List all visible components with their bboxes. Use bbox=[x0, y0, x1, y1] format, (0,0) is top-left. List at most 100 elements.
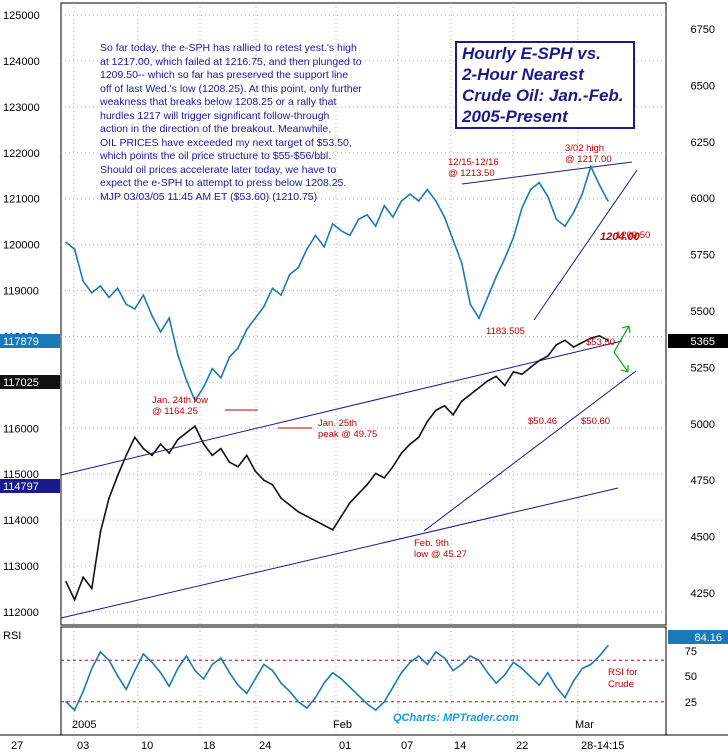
esph-series-line bbox=[65, 164, 609, 403]
commentary-line: action in the direction of the breakout.… bbox=[100, 123, 332, 135]
rsi-tick-label: 50 bbox=[685, 671, 697, 683]
feb9-annotation: low @ 45.27 bbox=[414, 549, 467, 560]
rsi-point bbox=[314, 696, 317, 699]
commentary-line: So far today, the e-SPH has rallied to r… bbox=[100, 42, 357, 54]
jan25-annotation: peak @ 49.75 bbox=[318, 429, 377, 440]
esph-point bbox=[598, 184, 601, 186]
rsi-point bbox=[177, 667, 179, 670]
oil-point bbox=[108, 497, 110, 500]
oil-point bbox=[607, 339, 609, 342]
esph-point bbox=[151, 314, 153, 317]
esph-point bbox=[142, 294, 145, 296]
esph-point bbox=[512, 236, 515, 239]
oil-point bbox=[374, 472, 377, 475]
esph-point bbox=[159, 331, 162, 333]
down-arrow-icon bbox=[613, 351, 629, 373]
rsi-point bbox=[426, 663, 429, 666]
esph-point bbox=[254, 317, 257, 319]
commentary-line: at 1217.00, which failed at 1216.75, and… bbox=[100, 55, 362, 68]
oil-point bbox=[134, 436, 136, 439]
oil-point bbox=[125, 454, 128, 457]
left-tick-label: 121000 bbox=[3, 194, 40, 206]
oil-point bbox=[581, 341, 583, 344]
esph-point bbox=[581, 193, 583, 195]
rsi-note: RSI for bbox=[608, 667, 638, 678]
esph-point bbox=[452, 239, 454, 241]
esph-point bbox=[65, 241, 67, 244]
oil-point bbox=[589, 337, 592, 339]
esph-point bbox=[349, 234, 351, 237]
oil-point bbox=[383, 477, 386, 479]
oil-point bbox=[357, 492, 360, 495]
oil-point bbox=[263, 479, 265, 482]
oil-point bbox=[426, 420, 429, 423]
rsi-point bbox=[529, 676, 532, 678]
oil-point bbox=[400, 452, 403, 454]
oil-point bbox=[392, 465, 394, 468]
esph-point bbox=[503, 257, 506, 260]
rsi-point bbox=[323, 682, 325, 684]
jan24-annotation: @ 1164.25 bbox=[152, 406, 198, 417]
rsi-point bbox=[495, 682, 497, 684]
right-tick-label: 5500 bbox=[691, 306, 715, 318]
rsi-point bbox=[280, 682, 282, 684]
oil-point bbox=[314, 520, 317, 522]
x-tick-label: 01 bbox=[339, 740, 351, 752]
esph-point bbox=[306, 248, 308, 251]
rsi-point bbox=[73, 709, 76, 711]
lower-channel-line bbox=[60, 487, 619, 619]
rsi-point bbox=[607, 644, 609, 647]
left-tick-label: 123000 bbox=[3, 102, 40, 114]
rsi-tick-label: 75 bbox=[685, 646, 697, 658]
commentary-text: So far today, the e-SPH has rallied to r… bbox=[100, 42, 430, 204]
rsi-point bbox=[297, 701, 300, 703]
x-tick-label: 24 bbox=[259, 740, 271, 752]
oil-point bbox=[598, 335, 601, 337]
oil-point bbox=[417, 436, 420, 439]
rsi-label: RSI bbox=[3, 630, 21, 642]
left-tick-label: 115000 bbox=[3, 469, 39, 481]
x-tick-label: 14 bbox=[454, 740, 466, 752]
level-1209-label: 1209.50 bbox=[616, 230, 650, 241]
left-tick-label: 124000 bbox=[3, 56, 40, 68]
rsi-point bbox=[555, 686, 558, 689]
chart-title-line: 2-Hour Nearest bbox=[462, 65, 584, 84]
rsi-point bbox=[116, 675, 119, 677]
rsi-series-line bbox=[65, 645, 609, 712]
axis-labels: 125000 124000 123000 122000 121000 120000 1190… bbox=[0, 10, 728, 752]
rsi-value-label: 84.16 bbox=[694, 632, 722, 644]
x-tick-label: 07 bbox=[401, 740, 413, 752]
rsi-point bbox=[546, 671, 549, 674]
esph-point bbox=[108, 296, 110, 299]
oil-point bbox=[495, 375, 497, 378]
esph-point bbox=[460, 262, 463, 264]
rsi-point bbox=[374, 709, 377, 711]
left-price-marker: 114797 bbox=[3, 481, 39, 493]
oil-point bbox=[211, 454, 214, 457]
right-tick-label: 6250 bbox=[691, 137, 715, 149]
left-tick-label: 119000 bbox=[3, 286, 39, 298]
esph-point bbox=[469, 303, 472, 306]
x-tick-label: 18 bbox=[203, 740, 215, 752]
rsi-point bbox=[400, 671, 403, 674]
commentary-line: OIL PRICES have exceeded my next target … bbox=[100, 136, 352, 149]
esph-point bbox=[116, 287, 119, 290]
esph-point bbox=[297, 266, 300, 269]
oil-point bbox=[366, 483, 368, 486]
rsi-point bbox=[151, 661, 153, 664]
right-tick-label: 5750 bbox=[691, 250, 715, 262]
rsi-point bbox=[383, 701, 386, 703]
oil-point bbox=[271, 483, 274, 486]
grid-lines bbox=[61, 3, 666, 735]
esph-resistance-line bbox=[461, 161, 633, 185]
left-price-marker: 117879 bbox=[3, 336, 39, 348]
right-tick-label: 6750 bbox=[691, 24, 715, 36]
x-tick-label: 03 bbox=[77, 740, 89, 752]
oil-point bbox=[555, 344, 558, 346]
rsi-point bbox=[99, 651, 102, 653]
oil-point bbox=[185, 432, 188, 434]
commentary-line: off of last Wed.'s low (1208.25). At thi… bbox=[100, 82, 362, 95]
rsi-point bbox=[452, 669, 454, 672]
rsi-point bbox=[417, 655, 420, 657]
